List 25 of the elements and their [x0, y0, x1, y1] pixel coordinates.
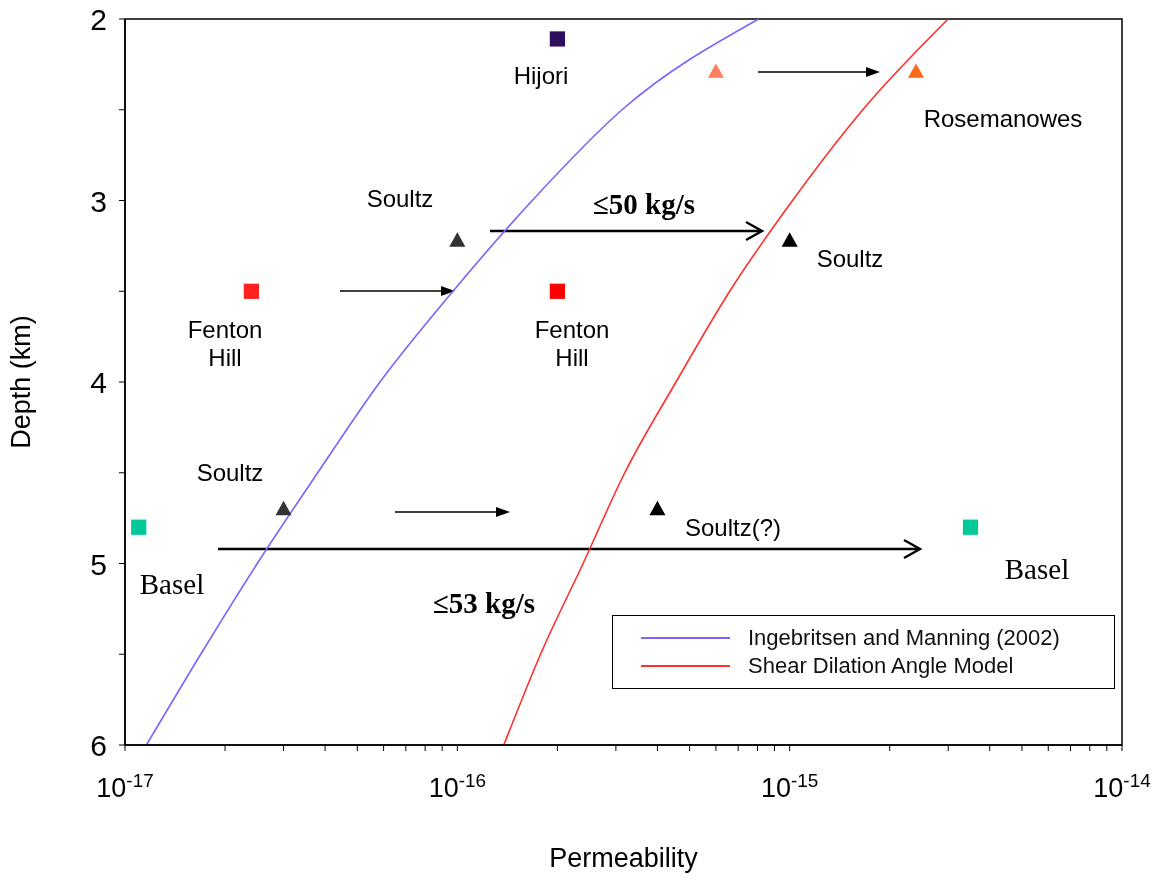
y-tick-label: 6: [90, 728, 107, 762]
annotation: Basel: [1004, 553, 1070, 585]
annotation: ≤53 kg/s: [432, 587, 536, 619]
annotation: Fenton Hill: [187, 315, 263, 371]
legend-label: Ingebritsen and Manning (2002): [748, 625, 1060, 651]
y-tick-label: 2: [90, 2, 107, 36]
annotation: Soultz: [816, 244, 884, 272]
annotation: Rosemanowes: [923, 104, 1083, 132]
legend-label: Shear Dilation Angle Model: [748, 653, 1014, 679]
annotation: Soultz(?): [684, 513, 782, 541]
annotation: Soultz: [196, 458, 264, 486]
x-tick-label: 10$^{-17}$: [96, 769, 154, 803]
annotation: Hijori: [513, 61, 569, 89]
x-tick-label: 10$^{-15}$: [760, 769, 819, 803]
annotation: ≤50 kg/s: [592, 188, 696, 220]
annotation: Basel: [139, 568, 205, 600]
y-tick-label: 4: [90, 365, 107, 399]
x-axis-title: Permeability: [549, 843, 699, 873]
x-tick-label: 10$^{-14}$: [1093, 769, 1151, 803]
y-tick-label: 5: [90, 547, 107, 580]
y-axis-title: Depth (km): [5, 315, 36, 449]
annotation: Soultz: [366, 184, 434, 212]
y-tick-label: 3: [90, 184, 107, 217]
annotation: Fenton Hill: [534, 315, 610, 371]
x-tick-label: 10$^{-16}$: [428, 769, 487, 803]
